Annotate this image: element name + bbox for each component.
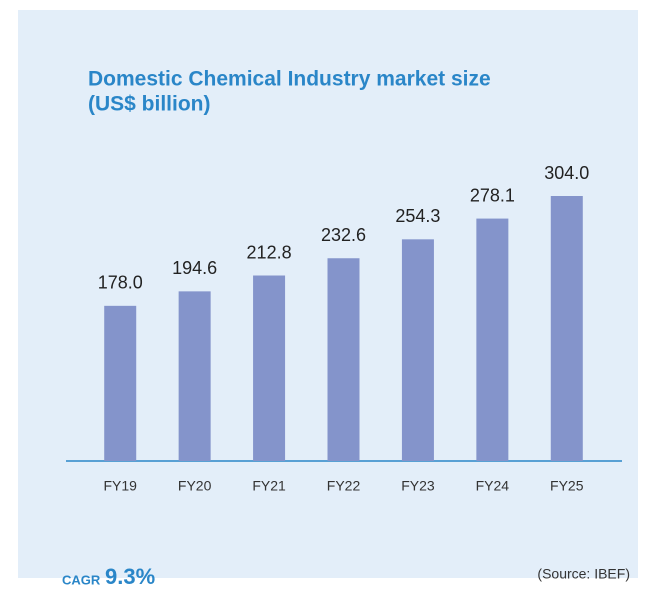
value-label: 178.0 [98, 273, 143, 293]
value-label: 254.3 [395, 206, 440, 226]
x-tick-label: FY19 [103, 478, 137, 494]
chart-title: (US$ billion) [88, 93, 211, 116]
value-label: 194.6 [172, 258, 217, 278]
x-tick-label: FY23 [401, 478, 435, 494]
x-tick-label: FY24 [476, 478, 510, 494]
bar [178, 291, 211, 461]
source: (Source: IBEF) [537, 566, 630, 582]
cagr-value: 9.3% [105, 564, 155, 589]
bar [401, 239, 434, 461]
value-label: 232.6 [321, 225, 366, 245]
value-label: 212.8 [247, 242, 292, 262]
bar [550, 196, 583, 461]
x-tick-label: FY20 [178, 478, 212, 494]
bar [327, 258, 360, 461]
bar [253, 275, 286, 461]
x-tick-label: FY21 [252, 478, 286, 494]
x-tick-label: FY22 [327, 478, 361, 494]
x-tick-label: FY25 [550, 478, 584, 494]
value-label: 304.0 [544, 163, 589, 183]
bar [104, 305, 137, 461]
bar [476, 218, 509, 461]
value-label: 278.1 [470, 185, 515, 205]
cagr-label: CAGR [62, 572, 101, 587]
chart-title: Domestic Chemical Industry market size [88, 68, 491, 91]
